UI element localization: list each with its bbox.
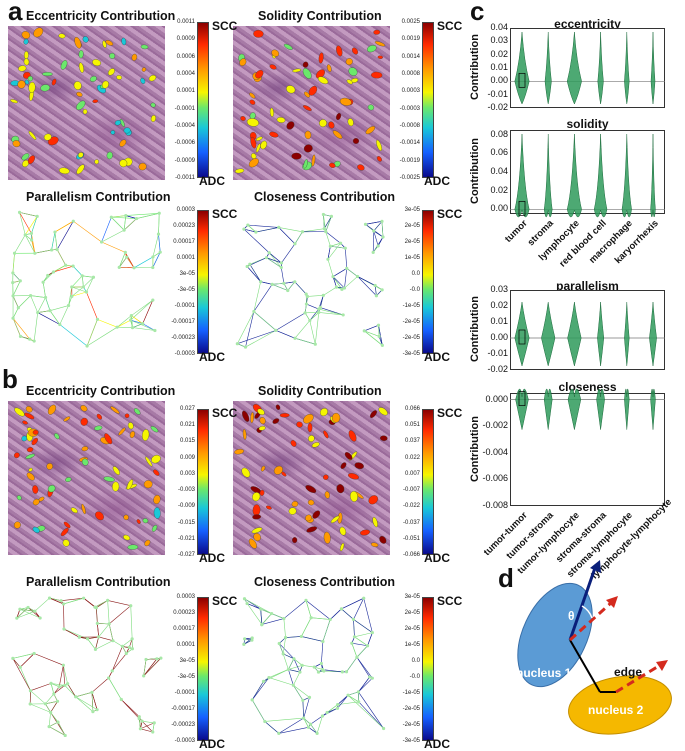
violin xyxy=(649,302,656,366)
violin xyxy=(624,302,629,366)
violin xyxy=(516,389,529,430)
violin xyxy=(597,389,605,430)
violin xyxy=(594,134,607,217)
violin xyxy=(515,134,529,217)
violin xyxy=(622,134,632,217)
violin xyxy=(567,32,581,104)
nucleus-orientation-diagram xyxy=(500,560,685,747)
violin xyxy=(597,302,603,366)
violin xyxy=(624,389,629,430)
nucleus-1-label: nucleus 1 xyxy=(516,666,571,680)
violin xyxy=(598,32,604,104)
violin xyxy=(651,389,656,430)
violin xyxy=(624,32,629,104)
violin xyxy=(515,302,529,366)
violin xyxy=(651,134,656,217)
nucleus-2-label: nucleus 2 xyxy=(588,703,643,717)
violin xyxy=(541,302,555,366)
edge-line xyxy=(570,640,600,692)
violin xyxy=(544,389,552,430)
theta-label: θ xyxy=(568,609,575,623)
violin xyxy=(545,32,551,104)
violin xyxy=(544,134,552,217)
violin xyxy=(567,134,581,217)
violin xyxy=(568,389,581,430)
violin xyxy=(651,32,655,104)
edge-label: edge xyxy=(614,665,642,679)
violin xyxy=(568,302,582,366)
violin xyxy=(515,32,529,104)
